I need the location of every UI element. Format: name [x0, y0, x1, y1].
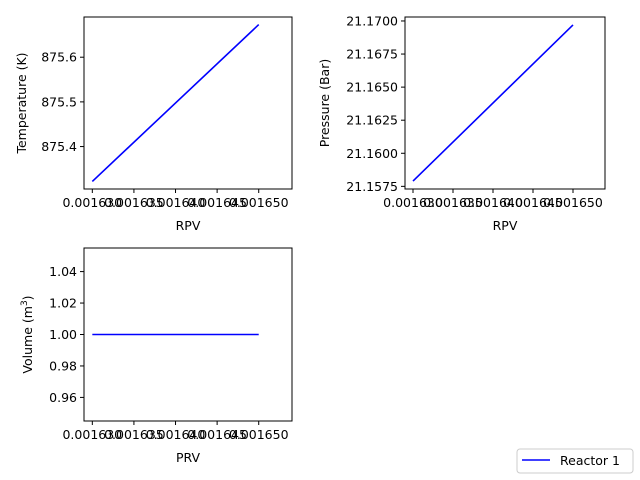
series-line — [412, 24, 574, 182]
x-tick-label: 0.001645 — [503, 195, 563, 210]
x-tick-label: 0.001630 — [62, 195, 122, 210]
y-tick-label: 875.6 — [41, 50, 77, 65]
x-tick-label: 0.001640 — [146, 195, 206, 210]
x-tick-label: 0.001640 — [463, 195, 523, 210]
volume-chart: 0.0016300.0016350.0016400.0016450.001650… — [20, 247, 293, 465]
x-axis-label: RPV — [493, 218, 518, 233]
legend-box — [516, 448, 634, 474]
y-tick-label: 21.1650 — [346, 80, 398, 95]
y-tick-label: 0.96 — [49, 390, 77, 405]
x-tick-label: 0.001630 — [383, 195, 443, 210]
x-tick-label: 0.001650 — [229, 427, 289, 442]
axes-frame — [404, 16, 606, 190]
y-tick-label: 21.1675 — [346, 47, 398, 62]
x-tick-label: 0.001650 — [229, 195, 289, 210]
x-axis-label: PRV — [176, 450, 201, 465]
y-tick-label: 21.1625 — [346, 113, 398, 128]
x-tick-label: 0.001640 — [146, 427, 206, 442]
y-tick-label: 0.98 — [49, 358, 77, 373]
y-tick-label: 1.02 — [49, 296, 77, 311]
x-tick-label: 0.001645 — [187, 427, 247, 442]
x-tick-label: 0.001645 — [187, 195, 247, 210]
y-tick-label: 21.1700 — [346, 13, 398, 28]
series-line — [91, 24, 260, 182]
y-tick-label: 1.00 — [49, 327, 77, 342]
pressure-chart: 0.0016300.0016350.0016400.0016450.001650… — [317, 13, 606, 233]
legend: Reactor 1 — [516, 448, 634, 474]
x-tick-label: 0.001635 — [104, 427, 164, 442]
y-tick-label: 21.1600 — [346, 146, 398, 161]
y-tick-label: 21.1575 — [346, 179, 398, 194]
y-tick-label: 1.04 — [49, 264, 77, 279]
x-axis-label: RPV — [176, 218, 201, 233]
x-tick-label: 0.001635 — [104, 195, 164, 210]
x-tick-label: 0.001635 — [423, 195, 483, 210]
y-axis-label: Temperature (K) — [14, 52, 29, 154]
x-tick-label: 0.001630 — [62, 427, 122, 442]
x-tick-label: 0.001650 — [543, 195, 603, 210]
legend-label: Reactor 1 — [560, 453, 620, 468]
y-axis-label: Pressure (Bar) — [317, 59, 332, 147]
y-tick-label: 875.4 — [41, 139, 77, 154]
axes-frame — [83, 16, 293, 190]
y-axis-label: Volume (m3) — [20, 295, 35, 373]
temperature-chart: 0.0016300.0016350.0016400.0016450.001650… — [14, 16, 293, 233]
y-tick-label: 875.5 — [41, 94, 77, 109]
